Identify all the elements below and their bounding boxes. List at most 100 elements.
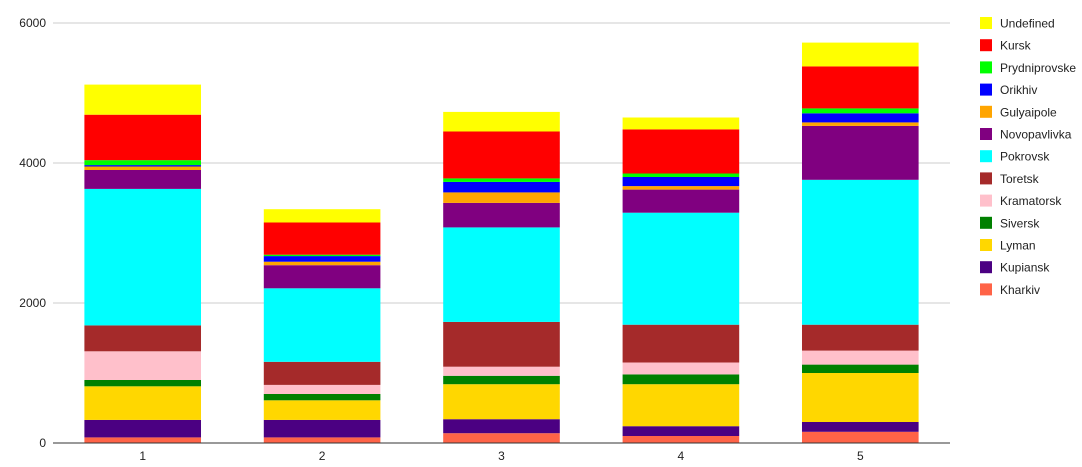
y-tick-label: 0 [39, 436, 46, 450]
bar-segment-siversk-2 [263, 394, 381, 401]
bar-segment-prydniprovske-5 [801, 108, 919, 114]
x-tick-label: 4 [678, 449, 685, 463]
bar-segment-novopavlivka-5 [801, 125, 919, 180]
bar-segment-gulyaipole-1 [84, 166, 202, 170]
bar-segment-novopavlivka-1 [84, 170, 202, 189]
x-tick-label: 5 [857, 449, 864, 463]
bar-segment-undefined-2 [263, 209, 381, 223]
bar-segment-orikhiv-1 [84, 165, 202, 167]
bar-segment-undefined-5 [801, 42, 919, 67]
bar-segment-orikhiv-4 [622, 177, 740, 187]
legend-label-orikhiv: Orikhiv [1000, 83, 1037, 97]
legend-swatch-undefined [980, 17, 992, 29]
bar-segment-siversk-4 [622, 374, 740, 385]
bar-segment-pokrovsk-3 [443, 227, 560, 322]
bar-segment-toretsk-5 [801, 324, 919, 351]
bar-segment-kramatorsk-4 [622, 362, 740, 375]
y-tick-label: 4000 [19, 156, 46, 170]
legend-swatch-kupiansk [980, 261, 992, 274]
legend-label-kursk: Kursk [1000, 39, 1032, 53]
y-tick-label: 6000 [19, 16, 46, 30]
x-tick-label: 1 [139, 449, 146, 463]
bar-segment-gulyaipole-2 [263, 261, 381, 266]
y-tick-label: 2000 [19, 296, 46, 310]
legend-swatch-pokrovsk [980, 150, 992, 163]
x-tick-label: 2 [319, 449, 326, 463]
bar-segment-kharkiv-5 [801, 431, 919, 443]
legend-label-pokrovsk: Pokrovsk [1000, 150, 1050, 164]
legend-label-gulyaipole: Gulyaipole [1000, 105, 1057, 119]
bar-segment-kupiansk-3 [443, 419, 560, 434]
bar-segment-orikhiv-3 [443, 181, 560, 193]
legend-label-prydniprovske: Prydniprovske [1000, 61, 1076, 75]
bar-segment-gulyaipole-5 [801, 122, 919, 126]
bar-segment-kupiansk-1 [84, 419, 202, 438]
legend-swatch-novopavlivka [980, 128, 992, 140]
legend-label-lyman: Lyman [1000, 239, 1036, 253]
x-tick-label: 3 [498, 449, 505, 463]
bar-segment-toretsk-4 [622, 324, 740, 363]
bar-segment-novopavlivka-3 [443, 202, 560, 228]
bar-segment-prydniprovske-1 [84, 160, 202, 166]
bar-segment-toretsk-2 [263, 361, 381, 385]
bar-segment-novopavlivka-2 [263, 265, 381, 289]
bar-segment-siversk-5 [801, 364, 919, 373]
legend-swatch-gulyaipole [980, 105, 992, 118]
bar-segment-kursk-1 [84, 114, 202, 161]
axes: 0 2000 4000 6000 1 2 3 4 5 [19, 16, 950, 463]
bar-segment-pokrovsk-5 [801, 179, 919, 325]
bar-segment-orikhiv-5 [801, 113, 919, 123]
bar-segment-prydniprovske-3 [443, 178, 560, 182]
legend-label-kupiansk: Kupiansk [1000, 261, 1050, 275]
legend-label-novopavlivka: Novopavlivka [1000, 128, 1072, 142]
legend-swatch-orikhiv [980, 83, 992, 96]
legend-swatch-siversk [980, 216, 992, 229]
bar-segment-kramatorsk-1 [84, 351, 202, 380]
bar-segment-pokrovsk-4 [622, 212, 740, 325]
bar-segment-novopavlivka-4 [622, 189, 740, 213]
bar-segment-prydniprovske-4 [622, 173, 740, 177]
bar-segment-toretsk-1 [84, 325, 202, 352]
legend-swatch-kharkiv [980, 283, 992, 296]
bar-segment-lyman-3 [443, 384, 560, 420]
legend-swatch-toretsk [980, 172, 992, 185]
bar-segment-undefined-3 [443, 111, 560, 132]
bar-segment-orikhiv-2 [263, 256, 381, 262]
legend-swatch-prydniprovske [980, 61, 992, 74]
legend-label-siversk: Siversk [1000, 216, 1040, 230]
bar-segment-siversk-3 [443, 375, 560, 385]
bar-segment-siversk-1 [84, 380, 202, 387]
bar-segment-kursk-2 [263, 222, 381, 255]
bar-segment-kursk-5 [801, 66, 919, 109]
bar-segment-pokrovsk-1 [84, 188, 202, 326]
legend-swatch-kramatorsk [980, 194, 992, 207]
bar-segment-kramatorsk-3 [443, 366, 560, 376]
bar-segment-kharkiv-3 [443, 433, 560, 443]
bar-segment-pokrovsk-2 [263, 288, 381, 362]
bar-segment-kharkiv-1 [84, 437, 202, 443]
bar-segment-kursk-4 [622, 129, 740, 174]
bar-segment-lyman-2 [263, 400, 381, 420]
bar-segment-gulyaipole-4 [622, 186, 740, 190]
bar-segment-kupiansk-2 [263, 419, 381, 438]
bar-segment-kharkiv-4 [622, 436, 740, 443]
legend-label-undefined: Undefined [1000, 17, 1055, 31]
bar-segment-lyman-1 [84, 386, 202, 420]
bar-segment-kramatorsk-5 [801, 350, 919, 365]
legend: Undefined Kursk Prydniprovske Orikhiv Gulyai… [980, 17, 1076, 297]
bar-segment-kharkiv-2 [263, 437, 381, 443]
bar-segment-prydniprovske-2 [263, 254, 381, 257]
bar-segment-undefined-1 [84, 84, 202, 115]
legend-label-kramatorsk: Kramatorsk [1000, 194, 1062, 208]
bar-segment-lyman-4 [622, 384, 740, 427]
bar-segment-toretsk-3 [443, 321, 560, 367]
bar-segment-lyman-5 [801, 373, 919, 422]
bar-segment-gulyaipole-3 [443, 192, 560, 203]
bars [84, 42, 919, 443]
bar-segment-kramatorsk-2 [263, 384, 381, 394]
legend-label-kharkiv: Kharkiv [1000, 283, 1040, 297]
legend-label-toretsk: Toretsk [1000, 172, 1040, 186]
legend-swatch-kursk [980, 39, 992, 52]
bar-segment-kursk-3 [443, 131, 560, 179]
